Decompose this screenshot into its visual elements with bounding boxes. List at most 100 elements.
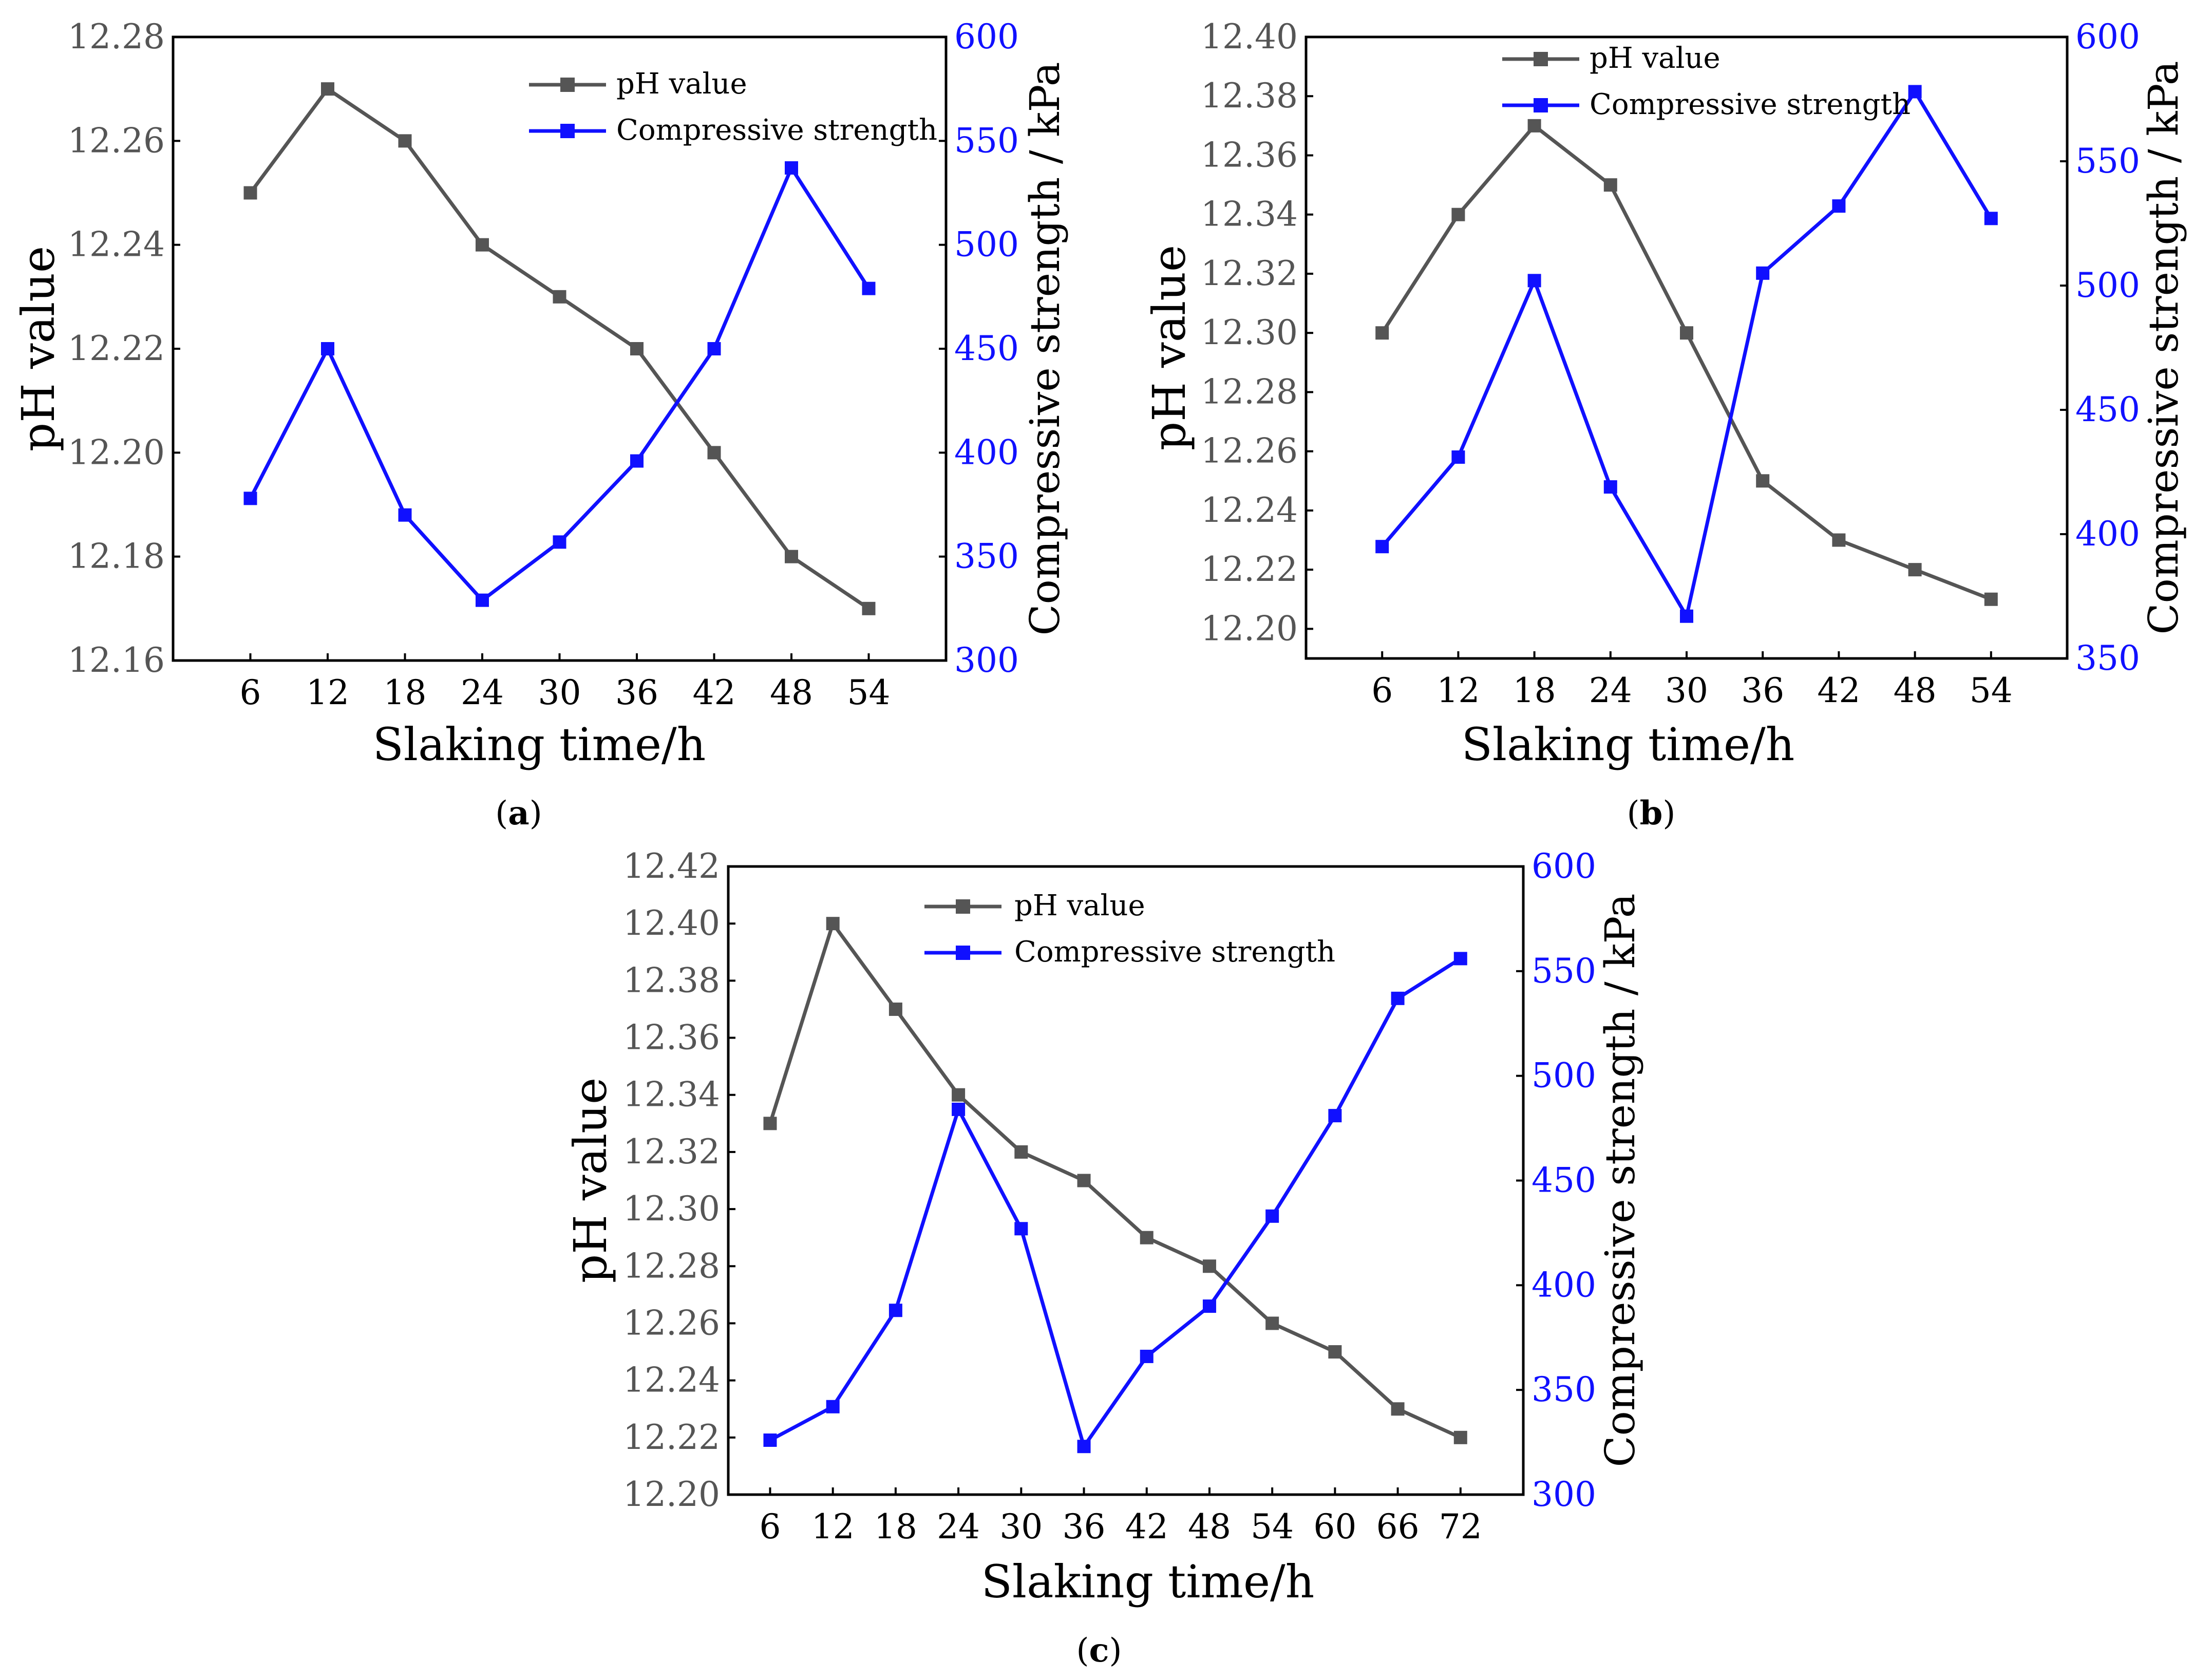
y-tick-label: 12.40 <box>623 903 720 943</box>
y-tick-label: 12.20 <box>68 432 165 472</box>
ph-data-point <box>1265 1316 1279 1330</box>
y2-tick-label: 400 <box>954 432 1019 472</box>
panel-caption-label: c <box>1089 1631 1109 1670</box>
y2-tick-label: 350 <box>2075 638 2140 678</box>
ph-data-point <box>476 238 489 252</box>
x-tick-label: 54 <box>1970 671 2013 710</box>
x-tick-label: 54 <box>847 673 891 712</box>
legend-label-strength: Compressive strength <box>1014 935 1335 969</box>
strength-data-point <box>1984 212 1998 225</box>
ph-data-point <box>707 446 721 460</box>
x-tick-label: 12 <box>811 1507 855 1546</box>
y-tick-label: 12.22 <box>1201 550 1298 589</box>
y-tick-label: 12.26 <box>623 1303 720 1343</box>
chart-panel-b: 12.20 12.22 12.24 12.26 12.28 12.30 12.32 12.34… <box>1143 17 2187 833</box>
ph-data-point <box>1202 1259 1216 1273</box>
y2-tick-label: 500 <box>2075 266 2140 305</box>
ph-data-point <box>952 1088 966 1102</box>
ph-data-point <box>1014 1145 1028 1159</box>
chart-panel-a: 12.16 12.18 12.20 12.22 12.24 12.26 12.28 300 3… <box>12 17 1069 833</box>
x-tick-label: 72 <box>1439 1507 1482 1546</box>
y2-tick-label: 350 <box>1532 1370 1596 1409</box>
y-axis-title: pH value <box>564 1078 617 1283</box>
y-tick-label: 12.16 <box>68 640 165 680</box>
x-tick-label: 48 <box>1894 671 1937 710</box>
strength-data-point <box>1832 199 1846 213</box>
y-tick-label: 12.30 <box>1201 313 1298 352</box>
y2-tick-label: 350 <box>954 537 1019 576</box>
strength-data-point <box>862 281 876 295</box>
y-tick-label: 12.20 <box>1201 609 1298 648</box>
legend-label-strength: Compressive strength <box>1590 88 1911 121</box>
ph-data-point <box>1077 1174 1091 1187</box>
ph-data-point <box>1680 326 1693 340</box>
x-tick-label: 24 <box>1589 671 1632 710</box>
ph-data-point <box>1328 1345 1342 1359</box>
x-tick-label: 30 <box>538 673 581 712</box>
strength-data-point <box>1756 266 1770 280</box>
strength-data-point <box>1328 1109 1342 1123</box>
x-tick-label: 48 <box>770 673 813 712</box>
legend-swatch-strength-marker <box>956 946 970 960</box>
panel-caption: (b) <box>1627 794 1676 833</box>
x-tick-label: 36 <box>615 673 658 712</box>
ph-data-point <box>826 917 840 931</box>
x-tick-label: 36 <box>1063 1507 1106 1546</box>
legend: pH value Compressive strength <box>529 67 937 147</box>
ph-data-point <box>763 1117 777 1130</box>
y2-tick-label: 300 <box>954 640 1019 680</box>
y-tick-label: 12.36 <box>623 1018 720 1058</box>
ph-series-line <box>768 921 1462 1440</box>
y-axis-title: pH value <box>12 246 65 451</box>
x-tick-label: 48 <box>1188 1507 1231 1546</box>
panel-caption: (c) <box>1076 1631 1122 1670</box>
ph-data-point <box>398 134 412 148</box>
y-tick-label: 12.22 <box>623 1418 720 1457</box>
ph-data-point <box>630 342 644 355</box>
y2-tick-label: 450 <box>2075 390 2140 429</box>
y-axis-title: pH value <box>1143 245 1196 450</box>
chart-panel-c: 12.20 12.22 12.24 12.26 12.28 12.30 12.32 12.34… <box>564 846 1644 1670</box>
legend-swatch-ph-marker <box>956 899 970 914</box>
strength-data-point <box>1453 952 1467 966</box>
y-tick-label: 12.40 <box>1201 17 1298 56</box>
legend-label-ph: pH value <box>616 67 747 101</box>
x-tick-label: 66 <box>1376 1507 1420 1546</box>
strength-series-line <box>769 957 1462 1448</box>
y-tick-label: 12.28 <box>1201 372 1298 411</box>
x-tick-label: 18 <box>1513 671 1556 710</box>
x-tick-label: 6 <box>759 1507 781 1546</box>
x-tick-label: 18 <box>384 673 427 712</box>
y2-tick-label: 500 <box>1532 1056 1596 1096</box>
y2-tick-label: 500 <box>954 225 1019 265</box>
legend-label-ph: pH value <box>1590 42 1721 75</box>
strength-data-point <box>553 535 566 549</box>
y-tick-label: 12.34 <box>1201 195 1298 234</box>
ph-data-point <box>1908 563 1922 577</box>
ph-data-point <box>785 550 798 563</box>
y2-tick-label: 400 <box>1532 1265 1596 1305</box>
y-tick-label: 12.28 <box>68 17 165 56</box>
x-axis-title: Slaking time/h <box>1462 718 1795 771</box>
y-tick-label: 12.38 <box>1201 76 1298 116</box>
y-tick-label: 12.26 <box>1201 431 1298 471</box>
strength-data-point <box>707 342 721 355</box>
legend-swatch-ph-marker <box>1534 52 1548 66</box>
ph-data-point <box>553 290 566 304</box>
y-tick-label: 12.24 <box>623 1361 720 1400</box>
y-tick-label: 12.22 <box>68 329 165 368</box>
x-tick-label: 24 <box>461 673 504 712</box>
strength-data-point <box>1908 85 1922 99</box>
strength-data-point <box>826 1400 840 1413</box>
y-tick-label: 12.24 <box>68 225 165 265</box>
strength-data-point <box>1375 540 1389 554</box>
legend: pH value Compressive strength <box>924 889 1335 969</box>
x-tick-label: 54 <box>1251 1507 1294 1546</box>
y2-tick-label: 400 <box>2075 514 2140 554</box>
y-tick-label: 12.30 <box>623 1189 720 1229</box>
x-tick-label: 12 <box>306 673 349 712</box>
strength-data-point <box>1265 1209 1279 1223</box>
strength-data-point <box>1603 480 1617 494</box>
ph-data-point <box>321 82 334 96</box>
